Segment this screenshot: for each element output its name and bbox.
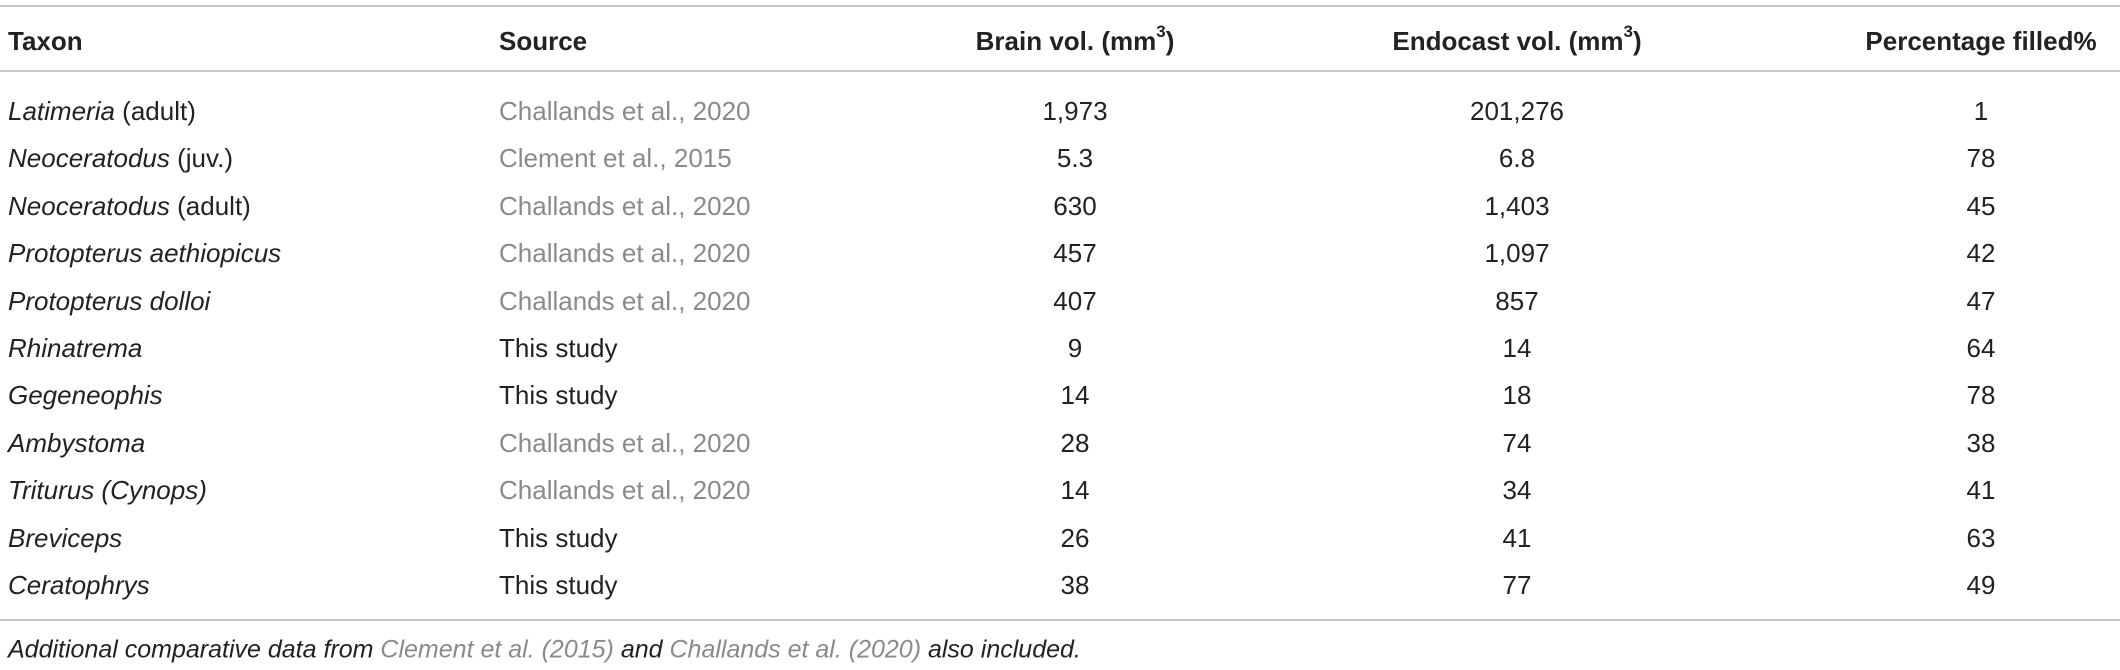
taxon-cell: Protopterus aethiopicus [8,240,281,266]
endocast-volume: 1,403 [1484,190,1550,221]
brain-volume: 9 [1067,333,1083,363]
qualifier: (juv.) [177,143,233,174]
footnote: Additional comparative data from Clement… [8,636,1081,665]
genus: Protopterus aethiopicus [8,238,282,269]
source-cell: This study [499,570,618,600]
percentage-filled: 38 [1966,427,1996,458]
percentage-filled: 41 [1966,475,1996,506]
endocast-volume: 18 [1502,380,1532,411]
percentage-filled: 1 [1973,96,1989,126]
header-cell: Source [499,28,587,54]
brain-volume: 1,973 [1042,96,1108,126]
qualifier: (adult) [122,96,196,126]
brain-volume: 407 [1053,285,1097,316]
endocast-volume: 6.8 [1498,143,1536,174]
endocast-volume: 34 [1502,475,1532,506]
brain-volume: 38 [1060,570,1090,600]
header-text: Percentage filled% [1865,26,2097,56]
taxon-cell: Neoceratodus (juv.) [8,145,233,171]
header-text: Brain vol. (mm [975,26,1157,56]
source-cell[interactable]: Challands et al., 2020 [499,190,751,221]
source-cell[interactable]: Challands et al., 2020 [499,427,751,458]
taxon-cell: Triturus (Cynops) [8,477,207,503]
percentage-filled: 64 [1966,333,1996,363]
source-cell[interactable]: Challands et al., 2020 [499,238,751,269]
percentage-filled: 78 [1966,143,1996,174]
header-cell: Taxon [8,28,83,54]
bottom-rule [0,619,2120,621]
genus: Latimeria [8,96,115,126]
brain-volume: 14 [1060,380,1090,411]
brain-volume: 26 [1060,522,1090,553]
genus: Rhinatrema [8,333,143,363]
genus: Neoceratodus [8,190,170,221]
reference-link[interactable]: Clement et al. (2015) [380,635,614,664]
header-text: ) [1165,26,1175,56]
reference-link[interactable]: Challands et al. (2020) [669,635,922,664]
header-superscript: 3 [1156,22,1166,41]
header-text: Taxon [8,26,83,56]
header-cell: Endocast vol. (mm3) [1392,23,1642,56]
percentage-filled: 49 [1966,570,1996,600]
genus: Breviceps [8,522,123,553]
brain-volume: 5.3 [1056,143,1094,174]
taxon-cell: Protopterus dolloi [8,288,210,314]
source-cell: This study [499,380,618,411]
genus: Neoceratodus [8,143,170,174]
brain-volume: 457 [1053,238,1097,269]
percentage-filled: 42 [1966,238,1996,269]
header-superscript: 3 [1623,22,1633,41]
source-cell[interactable]: Clement et al., 2015 [499,143,732,174]
taxon-cell: Latimeria (adult) [8,98,196,124]
source-cell: This study [499,522,618,553]
taxon-cell: Ceratophrys [8,572,150,598]
taxon-cell: Gegeneophis [8,382,163,408]
footnote-text: Additional comparative data from [8,635,381,664]
endocast-volume: 201,276 [1470,96,1564,126]
source-cell[interactable]: Challands et al., 2020 [499,96,751,126]
source-cell: This study [499,333,618,363]
brain-volume: 28 [1060,427,1090,458]
endocast-volume: 857 [1495,285,1539,316]
percentage-filled: 63 [1966,522,1996,553]
header-cell: Percentage filled% [1865,28,2096,54]
source-cell[interactable]: Challands et al., 2020 [499,285,751,316]
brain-volume: 630 [1053,190,1097,221]
genus: Protopterus dolloi [8,285,211,316]
endocast-volume: 1,097 [1484,238,1550,269]
taxon-cell: Neoceratodus (adult) [8,193,251,219]
endocast-volume: 77 [1502,570,1532,600]
genus: Gegeneophis [8,380,163,411]
footnote-text: and [613,635,670,664]
qualifier: (adult) [177,190,251,221]
endocast-volume: 74 [1502,427,1532,458]
header-text: Endocast vol. (mm [1392,26,1624,56]
genus: Ambystoma [8,427,146,458]
genus: Ceratophrys [8,570,150,600]
source-cell[interactable]: Challands et al., 2020 [499,475,751,506]
header-rule [0,70,2120,72]
percentage-filled: 45 [1966,190,1996,221]
top-rule [0,5,2120,7]
percentage-filled: 78 [1966,380,1996,411]
header-text: ) [1632,26,1642,56]
percentage-filled: 47 [1966,285,1996,316]
header-text: Source [499,26,588,56]
genus: Triturus (Cynops) [8,475,207,506]
endocast-volume: 41 [1502,522,1532,553]
taxon-cell: Ambystoma [8,430,145,456]
footnote-text: also included. [921,635,1081,664]
endocast-volume: 14 [1502,333,1532,363]
taxon-cell: Rhinatrema [8,335,142,361]
brain-volume: 14 [1060,475,1090,506]
header-cell: Brain vol. (mm3) [975,23,1175,56]
taxon-cell: Breviceps [8,525,122,551]
